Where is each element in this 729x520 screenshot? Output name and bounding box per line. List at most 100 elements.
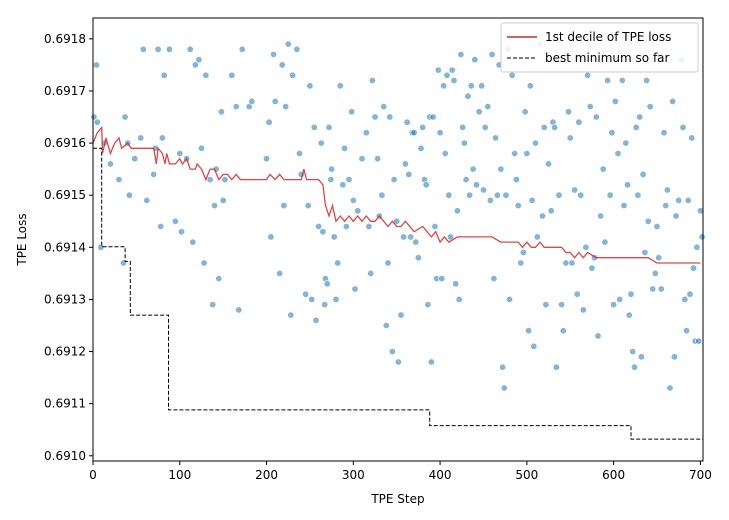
scatter-point bbox=[511, 150, 519, 158]
scatter-point bbox=[525, 327, 533, 335]
scatter-point bbox=[655, 254, 663, 262]
scatter-point bbox=[610, 301, 618, 309]
scatter-point bbox=[304, 202, 312, 210]
scatter-point bbox=[446, 233, 454, 241]
scatter-point bbox=[681, 295, 689, 303]
scatter-point bbox=[441, 150, 449, 158]
scatter-point bbox=[460, 139, 468, 147]
scatter-point bbox=[559, 327, 567, 335]
scatter-point bbox=[469, 165, 477, 173]
scatter-point bbox=[478, 82, 486, 90]
scatter-point bbox=[455, 295, 463, 303]
scatter-point bbox=[312, 316, 320, 324]
scatter-point bbox=[649, 285, 657, 293]
scatter-point bbox=[217, 108, 225, 116]
scatter-point bbox=[362, 129, 370, 137]
scatter-point bbox=[682, 327, 690, 335]
scatter-point bbox=[634, 191, 642, 199]
scatter-point bbox=[434, 66, 442, 74]
scatter-point bbox=[374, 155, 382, 163]
scatter-point bbox=[401, 160, 409, 168]
scatter-point bbox=[467, 82, 475, 90]
scatter-point bbox=[526, 82, 534, 90]
scatter-point bbox=[400, 233, 408, 241]
scatter-point bbox=[158, 134, 166, 142]
scatter-point bbox=[611, 97, 619, 105]
scatter-point bbox=[599, 165, 607, 173]
scatter-point bbox=[484, 103, 492, 111]
scatter-point bbox=[378, 191, 386, 199]
scatter-point bbox=[643, 77, 651, 85]
y-tick-label: 0.6916 bbox=[44, 136, 86, 150]
scatter-point bbox=[215, 275, 223, 283]
scatter-point bbox=[632, 123, 640, 131]
scatter-point bbox=[160, 71, 168, 79]
scatter-point bbox=[597, 212, 605, 220]
scatter-point bbox=[592, 113, 600, 121]
scatter-point bbox=[143, 196, 151, 204]
scatter-point bbox=[131, 155, 139, 163]
scatter-point bbox=[308, 295, 316, 303]
scatter-point bbox=[380, 103, 388, 111]
scatter-point bbox=[636, 113, 644, 121]
scatter-point bbox=[662, 202, 670, 210]
y-tick-label: 0.6910 bbox=[44, 449, 86, 463]
scatter-point bbox=[325, 123, 333, 131]
scatter-point bbox=[459, 123, 467, 131]
scatter-point bbox=[198, 144, 206, 152]
y-tick-label: 0.6911 bbox=[44, 397, 86, 411]
scatter-point bbox=[349, 196, 357, 204]
scatter-point bbox=[472, 181, 480, 189]
y-axis-ticks: 0.6910 0.6911 0.6912 0.6913 0.6914 0.6915 0.69… bbox=[44, 32, 93, 463]
best-minimum-layer bbox=[93, 147, 703, 440]
scatter-point bbox=[663, 186, 671, 194]
scatter-point bbox=[497, 165, 505, 173]
scatter-point bbox=[666, 384, 674, 392]
scatter-point bbox=[500, 384, 508, 392]
scatter-point bbox=[552, 363, 560, 371]
scatter-point bbox=[466, 191, 474, 199]
scatter-point bbox=[538, 212, 546, 220]
x-tick-label: 500 bbox=[515, 468, 538, 482]
scatter-point bbox=[232, 103, 240, 111]
scatter-point bbox=[695, 337, 703, 345]
scatter-point bbox=[620, 202, 628, 210]
scatter-point bbox=[287, 311, 295, 319]
scatter-point bbox=[317, 139, 325, 147]
scatter-point bbox=[265, 118, 273, 126]
scatter-point bbox=[450, 77, 458, 85]
scatter-point bbox=[514, 202, 522, 210]
scatter-point bbox=[238, 45, 246, 53]
scatter-point bbox=[502, 191, 510, 199]
scatter-point bbox=[336, 82, 344, 90]
scatter-point bbox=[327, 176, 335, 184]
scatter-point bbox=[481, 123, 489, 131]
scatter-point bbox=[139, 45, 147, 53]
legend: 1st decile of TPE loss best minimum so f… bbox=[500, 22, 699, 73]
x-tick-label: 400 bbox=[429, 468, 452, 482]
scatter-point bbox=[544, 160, 552, 168]
scatter-point bbox=[150, 170, 158, 178]
scatter-point bbox=[618, 77, 626, 85]
scatter-point bbox=[405, 170, 413, 178]
scatter-point bbox=[371, 113, 379, 121]
scatter-point bbox=[219, 196, 227, 204]
scatter-point bbox=[354, 207, 362, 215]
scatter-point bbox=[571, 186, 579, 194]
scatter-point bbox=[334, 259, 342, 267]
scatter-point bbox=[586, 103, 594, 111]
scatter-point bbox=[669, 97, 677, 105]
scatter-point bbox=[448, 66, 456, 74]
plot-frame bbox=[92, 17, 704, 462]
scatter-point bbox=[436, 129, 444, 137]
scatter-point bbox=[332, 295, 340, 303]
scatter-point bbox=[410, 129, 418, 137]
scatter-point bbox=[330, 233, 338, 241]
x-axis-label: TPE Step bbox=[370, 492, 424, 506]
scatter-point bbox=[457, 50, 465, 58]
scatter-point bbox=[644, 217, 652, 225]
scatter-point bbox=[688, 134, 696, 142]
scatter-point bbox=[351, 285, 359, 293]
scatter-point bbox=[221, 176, 229, 184]
